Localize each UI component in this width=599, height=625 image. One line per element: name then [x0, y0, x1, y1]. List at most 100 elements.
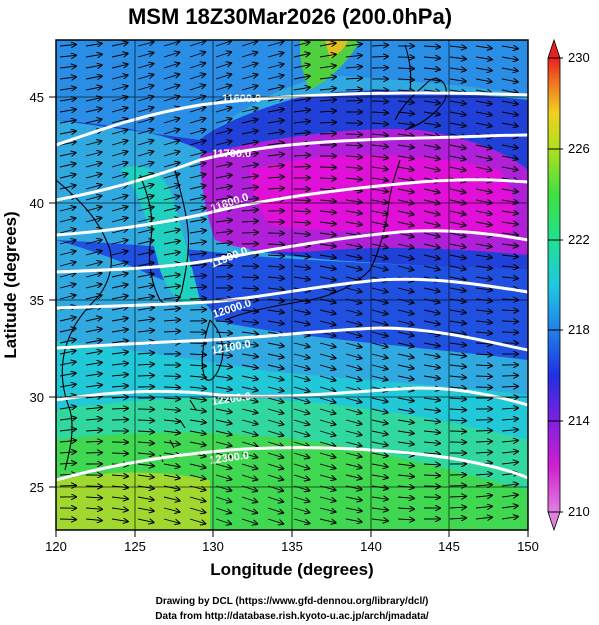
wind-arrow	[85, 87, 102, 90]
wind-arrow	[449, 156, 466, 159]
wind-arrow	[475, 277, 492, 279]
wind-arrow	[137, 285, 154, 288]
wind-arrow	[293, 42, 310, 47]
wind-arrow	[449, 486, 466, 487]
wind-arrow	[241, 63, 257, 69]
wind-arrow	[397, 398, 414, 401]
wind-arrow	[319, 353, 335, 358]
wind-arrow	[189, 298, 206, 299]
wind-arrow	[475, 354, 492, 355]
wind-arrow	[59, 418, 76, 420]
wind-arrow	[371, 508, 388, 510]
wind-arrow	[293, 222, 310, 223]
coastline-honshu	[224, 159, 401, 321]
colorbar-tick-label: 230	[568, 50, 590, 65]
wind-arrow	[345, 486, 362, 489]
wind-arrow	[241, 408, 258, 413]
grid-lines	[56, 40, 528, 530]
wind-arrow	[215, 141, 232, 146]
wind-arrow	[371, 497, 388, 499]
wind-arrow	[215, 231, 232, 233]
wind-arrow	[449, 310, 466, 313]
wind-arrow	[267, 474, 283, 480]
wind-arrow	[423, 112, 440, 114]
wind-arrow	[163, 129, 179, 135]
wind-arrow	[241, 397, 258, 402]
wind-arrow	[371, 342, 388, 347]
y-tick-label: 25	[30, 480, 44, 495]
wind-arrow	[215, 198, 232, 201]
wind-arrow	[449, 420, 466, 421]
wind-arrow	[371, 101, 388, 102]
colorbar-tick-label: 218	[568, 322, 590, 337]
wind-arrow	[345, 497, 362, 500]
wind-arrow	[137, 218, 154, 223]
wind-arrow	[137, 497, 154, 500]
wind-arrow	[85, 163, 102, 168]
wind-arrow	[137, 151, 153, 157]
wind-arrow	[475, 343, 492, 344]
wind-arrow	[423, 68, 440, 70]
wind-arrow	[189, 387, 206, 389]
wind-arrow	[241, 474, 257, 480]
wind-arrow	[137, 420, 154, 421]
wind-arrow	[241, 321, 258, 323]
y-tick-label: 35	[30, 293, 44, 308]
wind-arrow	[189, 264, 206, 266]
wind-arrow	[85, 273, 102, 278]
wind-arrow	[241, 332, 258, 334]
wind-arrow	[85, 174, 102, 179]
geopotential-contours	[56, 91, 528, 482]
wind-arrow	[371, 397, 388, 402]
wind-arrow	[423, 232, 440, 237]
wind-arrow	[163, 41, 179, 47]
wind-arrow	[163, 196, 180, 201]
wind-arrow	[345, 156, 362, 157]
wind-arrow	[267, 463, 283, 469]
wind-arrow	[189, 130, 205, 135]
wind-arrow	[475, 365, 492, 366]
wind-arrow	[319, 463, 335, 468]
wind-arrow	[59, 142, 76, 145]
wind-arrow	[293, 364, 310, 369]
wind-arrow	[189, 496, 205, 501]
wind-arrow	[189, 174, 206, 179]
wind-arrow	[85, 207, 101, 212]
wind-arrow	[137, 475, 154, 477]
wind-arrow	[267, 86, 284, 90]
wind-arrow	[397, 222, 414, 226]
wind-arrow	[59, 317, 76, 322]
wind-arrow	[111, 75, 128, 80]
wind-arrow	[319, 54, 336, 57]
wind-arrow	[449, 112, 466, 115]
wind-arrow	[215, 52, 231, 58]
wind-arrow	[267, 266, 284, 267]
wind-arrow	[137, 442, 154, 443]
wind-arrow	[111, 475, 128, 476]
wind-arrow	[215, 130, 232, 135]
wind-arrow	[59, 229, 76, 234]
wind-arrow	[501, 189, 518, 192]
wind-arrow	[501, 277, 518, 278]
wind-arrow	[319, 452, 335, 457]
wind-arrow	[85, 54, 102, 57]
wind-arrow	[163, 398, 180, 399]
y-tick-label: 40	[30, 196, 44, 211]
wind-arrow	[189, 474, 206, 479]
wind-arrow	[475, 310, 492, 312]
wind-arrow	[215, 74, 231, 80]
wind-arrow	[449, 518, 466, 519]
wind-arrow	[423, 243, 440, 248]
wind-arrow	[397, 134, 414, 136]
wind-arrow	[241, 41, 257, 47]
wind-arrow	[267, 321, 284, 324]
wind-arrow	[137, 252, 154, 256]
wind-arrow	[241, 198, 258, 200]
wind-arrow	[241, 176, 258, 178]
wind-arrow	[345, 463, 362, 468]
wind-arrow	[215, 474, 231, 480]
wind-arrow	[293, 167, 310, 168]
wind-arrow	[475, 332, 492, 333]
wind-arrow	[111, 453, 128, 454]
wind-arrow	[293, 133, 310, 135]
